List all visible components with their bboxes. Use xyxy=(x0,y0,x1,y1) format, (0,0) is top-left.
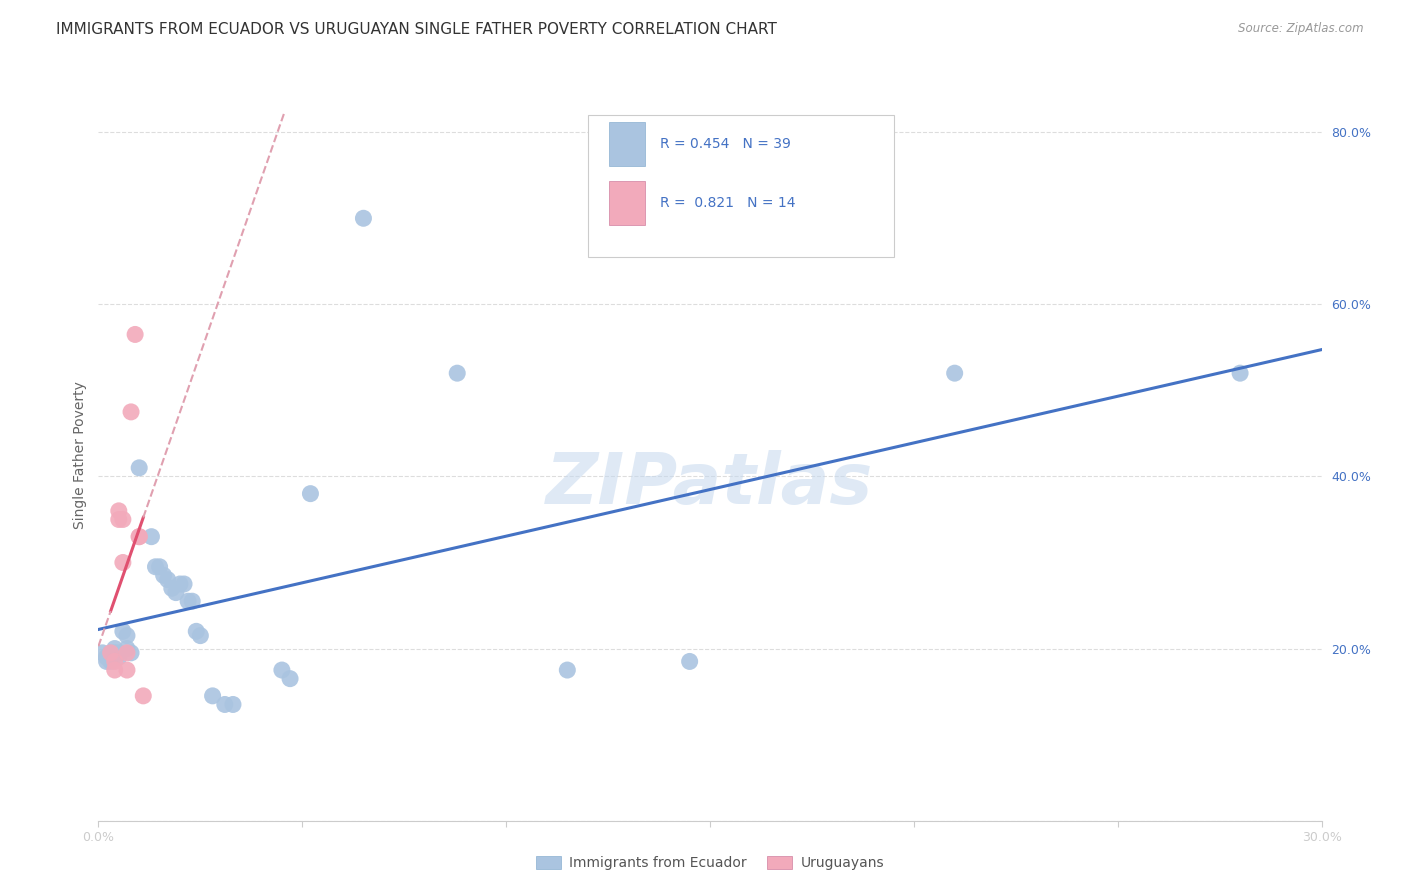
Point xyxy=(156,573,179,587)
Text: IMMIGRANTS FROM ECUADOR VS URUGUAYAN SINGLE FATHER POVERTY CORRELATION CHART: IMMIGRANTS FROM ECUADOR VS URUGUAYAN SIN… xyxy=(56,22,778,37)
Y-axis label: Single Father Poverty: Single Father Poverty xyxy=(73,381,87,529)
Point xyxy=(149,559,172,574)
Point xyxy=(108,504,131,518)
Point xyxy=(446,366,468,380)
Point xyxy=(120,405,142,419)
Point xyxy=(91,646,114,660)
Point xyxy=(104,663,127,677)
Point xyxy=(555,663,579,677)
Point xyxy=(181,594,204,608)
Point xyxy=(108,650,131,665)
Point xyxy=(108,512,131,526)
Point xyxy=(152,568,174,582)
Point xyxy=(943,366,966,380)
Point xyxy=(111,512,134,526)
Text: Source: ZipAtlas.com: Source: ZipAtlas.com xyxy=(1239,22,1364,36)
Point xyxy=(100,655,122,669)
Point xyxy=(141,530,163,544)
Point xyxy=(214,698,236,712)
Point xyxy=(108,646,131,660)
FancyBboxPatch shape xyxy=(609,180,645,225)
Point xyxy=(104,655,127,669)
Point xyxy=(128,460,150,475)
Point xyxy=(132,689,155,703)
Text: R = 0.454   N = 39: R = 0.454 N = 39 xyxy=(659,137,790,151)
Point xyxy=(100,646,122,660)
Point xyxy=(299,486,322,500)
Point xyxy=(104,641,127,656)
FancyBboxPatch shape xyxy=(588,115,894,258)
Point xyxy=(115,629,138,643)
Point xyxy=(128,530,150,544)
Point xyxy=(165,585,187,599)
Point xyxy=(96,655,118,669)
Point xyxy=(270,663,294,677)
Point xyxy=(120,646,142,660)
Point xyxy=(115,641,138,656)
Legend: Immigrants from Ecuador, Uruguayans: Immigrants from Ecuador, Uruguayans xyxy=(530,851,890,876)
Point xyxy=(104,646,127,660)
Point xyxy=(124,327,146,342)
Point xyxy=(115,663,138,677)
Point xyxy=(115,646,138,660)
Point xyxy=(352,211,374,226)
Point xyxy=(111,556,134,570)
Text: R =  0.821   N = 14: R = 0.821 N = 14 xyxy=(659,195,796,210)
Point xyxy=(100,646,122,660)
Point xyxy=(169,577,191,591)
Point xyxy=(145,559,167,574)
Point xyxy=(222,698,245,712)
FancyBboxPatch shape xyxy=(609,122,645,166)
Text: ZIPatlas: ZIPatlas xyxy=(547,450,873,518)
Point xyxy=(177,594,200,608)
Point xyxy=(278,672,301,686)
Point xyxy=(186,624,208,639)
Point xyxy=(1229,366,1251,380)
Point xyxy=(160,582,183,596)
Point xyxy=(201,689,224,703)
Point xyxy=(128,530,150,544)
Point xyxy=(173,577,195,591)
Point xyxy=(188,629,212,643)
Point xyxy=(679,655,702,669)
Point xyxy=(111,624,134,639)
Point xyxy=(96,650,118,665)
